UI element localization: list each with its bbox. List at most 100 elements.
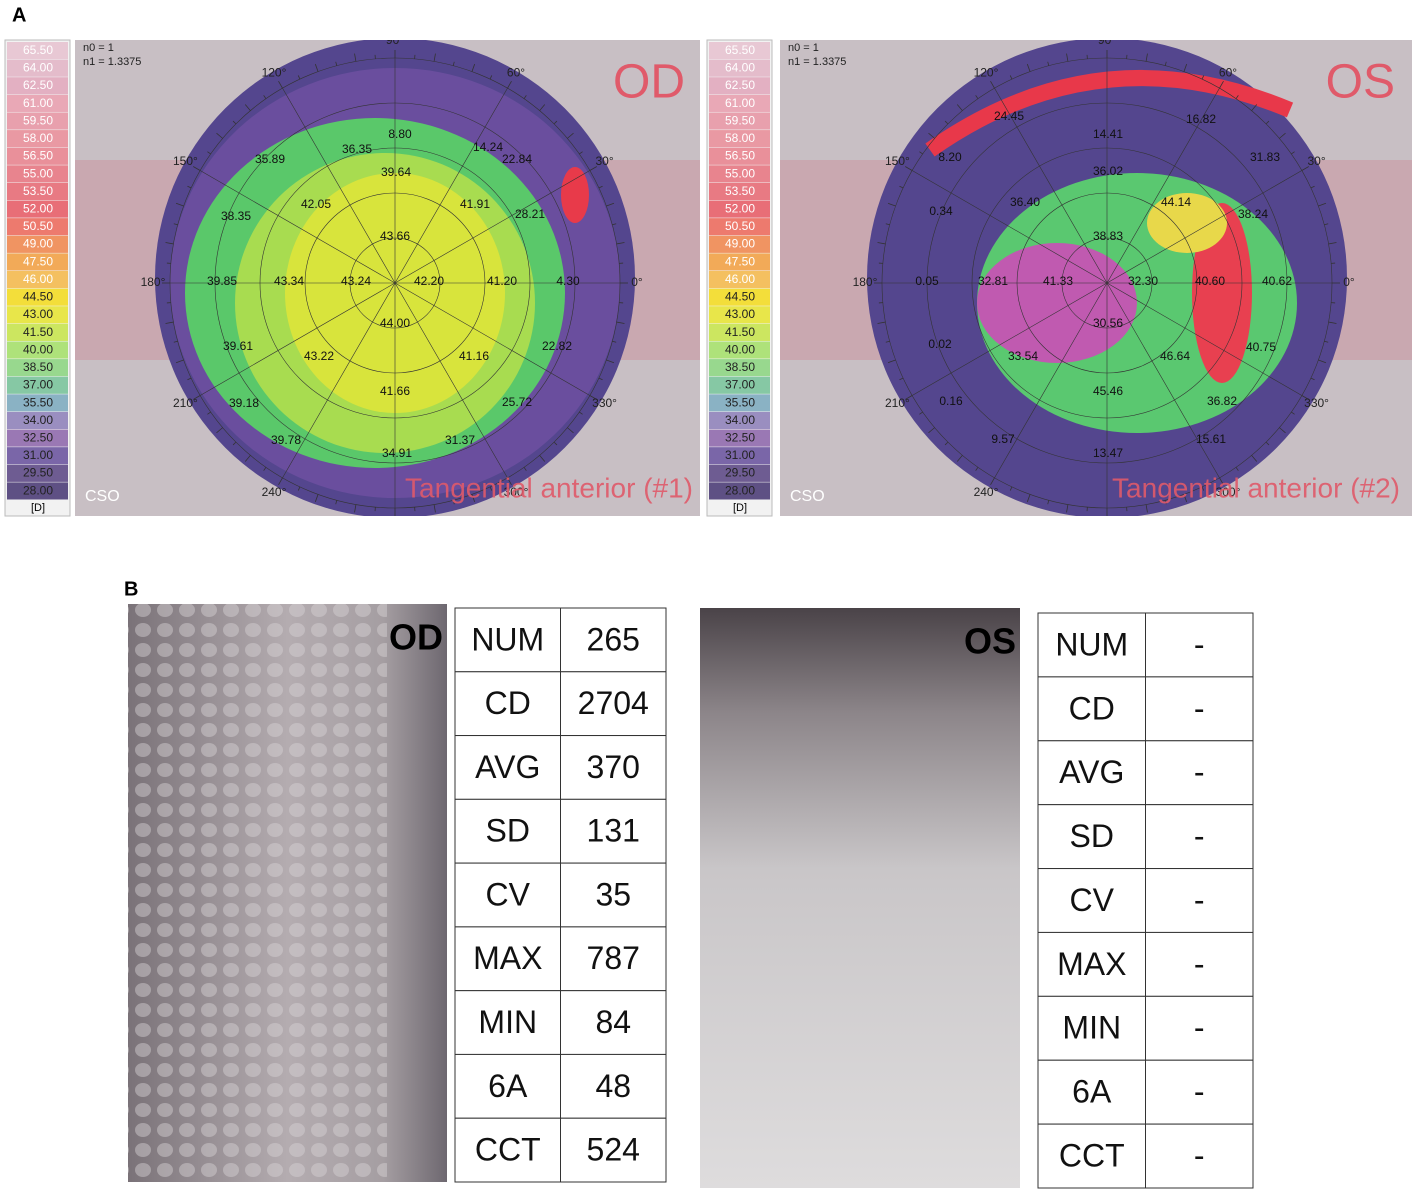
table-text: 2704 — [578, 685, 649, 721]
reading: 41.66 — [380, 384, 410, 398]
reading: 45.46 — [1093, 384, 1123, 398]
reading: 40.62 — [1262, 274, 1292, 288]
scale-label: 62.50 — [725, 78, 755, 92]
table-text: 6A — [488, 1068, 528, 1104]
reading: 14.41 — [1093, 127, 1123, 141]
angle-label: 30° — [596, 154, 614, 168]
table-text: CD — [485, 685, 531, 721]
scale-label: 64.00 — [23, 61, 53, 75]
scale-label: 59.50 — [23, 113, 53, 127]
reading: 38.35 — [221, 209, 251, 223]
angle-label: 30° — [1308, 154, 1326, 168]
table-text: - — [1194, 1138, 1205, 1174]
scale-label: 41.50 — [725, 325, 755, 339]
scale-label: 53.50 — [725, 184, 755, 198]
scale-label: 65.50 — [725, 43, 755, 57]
scale-label: 29.50 — [725, 466, 755, 480]
reading: 43.24 — [341, 274, 371, 288]
reading: 39.85 — [207, 274, 237, 288]
table-text: - — [1194, 882, 1205, 918]
reading: 0.34 — [929, 204, 953, 218]
scale-label: 52.00 — [725, 202, 755, 216]
reading: 38.24 — [1238, 207, 1268, 221]
scale-label: 50.50 — [725, 219, 755, 233]
scale-label: 40.00 — [23, 342, 53, 356]
scale-label: 56.50 — [725, 149, 755, 163]
table-text: NUM — [1055, 626, 1128, 662]
reading: 36.40 — [1010, 195, 1040, 209]
reading: 28.21 — [515, 207, 545, 221]
angle-label: 0° — [1343, 275, 1355, 289]
scale-label: 28.00 — [23, 483, 53, 497]
n0-label: n0 = 1 — [83, 42, 114, 54]
table-text: 84 — [595, 1004, 631, 1040]
reading: 9.57 — [991, 432, 1015, 446]
reading: 34.91 — [382, 446, 412, 460]
angle-label: 90° — [386, 33, 404, 47]
table-text: - — [1194, 1010, 1205, 1046]
reading: 30.56 — [1093, 316, 1123, 330]
table-text: - — [1194, 626, 1205, 662]
scale-label: 47.50 — [725, 254, 755, 268]
scale-label: 41.50 — [23, 325, 53, 339]
table-text: - — [1194, 690, 1205, 726]
angle-label: 210° — [173, 396, 198, 410]
scale-label: 38.50 — [725, 360, 755, 374]
angle-label: 240° — [262, 485, 287, 499]
table-text: 787 — [587, 940, 640, 976]
angle-label: 60° — [507, 66, 525, 80]
angle-label: 270° — [1095, 517, 1120, 531]
scale-label: 61.00 — [23, 96, 53, 110]
reading: 44.14 — [1161, 195, 1191, 209]
reading: 39.61 — [223, 339, 253, 353]
scale-label: 44.50 — [23, 290, 53, 304]
table-text: 524 — [587, 1132, 640, 1168]
table-text: CV — [1070, 882, 1115, 918]
reading: 24.45 — [994, 109, 1024, 123]
reading: 40.75 — [1246, 340, 1276, 354]
n1-label: n1 = 1.3375 — [788, 56, 846, 68]
scale-label: 44.50 — [725, 290, 755, 304]
scale-label: 31.00 — [23, 448, 53, 462]
reading: 22.84 — [502, 152, 532, 166]
scale-label: 58.00 — [23, 131, 53, 145]
table-text: CCT — [475, 1132, 541, 1168]
reading: 43.66 — [380, 229, 410, 243]
table-text: SD — [486, 813, 530, 849]
scale-label: 49.00 — [725, 237, 755, 251]
scale-label: 34.00 — [725, 413, 755, 427]
table-text: - — [1194, 754, 1205, 790]
reading: 32.81 — [978, 274, 1008, 288]
angle-label: 60° — [1219, 66, 1237, 80]
reading: 46.64 — [1160, 349, 1190, 363]
reading: 44.00 — [380, 316, 410, 330]
reading: 14.24 — [473, 140, 503, 154]
logo: CSO — [85, 488, 120, 505]
angle-label: 270° — [383, 517, 408, 531]
reading: 40.60 — [1195, 274, 1225, 288]
reading: 16.82 — [1186, 112, 1216, 126]
angle-label: 210° — [885, 396, 910, 410]
panel-label: A — [12, 4, 26, 26]
angle-label: 90° — [1098, 33, 1116, 47]
scale-label: 35.50 — [23, 395, 53, 409]
scale-label: 64.00 — [725, 61, 755, 75]
reading: 0.16 — [939, 394, 963, 408]
reading: 42.05 — [301, 197, 331, 211]
scale-label: 37.00 — [23, 378, 53, 392]
scale-label: 59.50 — [725, 113, 755, 127]
table-text: NUM — [471, 621, 544, 657]
reading: 41.91 — [460, 197, 490, 211]
reading: 39.18 — [229, 396, 259, 410]
reading: 22.82 — [542, 339, 572, 353]
reading: 43.22 — [304, 349, 334, 363]
eye-label: OS — [1326, 56, 1395, 109]
scale-label: 56.50 — [23, 149, 53, 163]
scale-label: 46.00 — [725, 272, 755, 286]
eye-label: OD — [613, 56, 685, 109]
reading: 41.20 — [487, 274, 517, 288]
reading: 31.83 — [1250, 150, 1280, 164]
table-text: 35 — [595, 876, 631, 912]
reading: 25.72 — [502, 395, 532, 409]
table-text: MAX — [473, 940, 542, 976]
